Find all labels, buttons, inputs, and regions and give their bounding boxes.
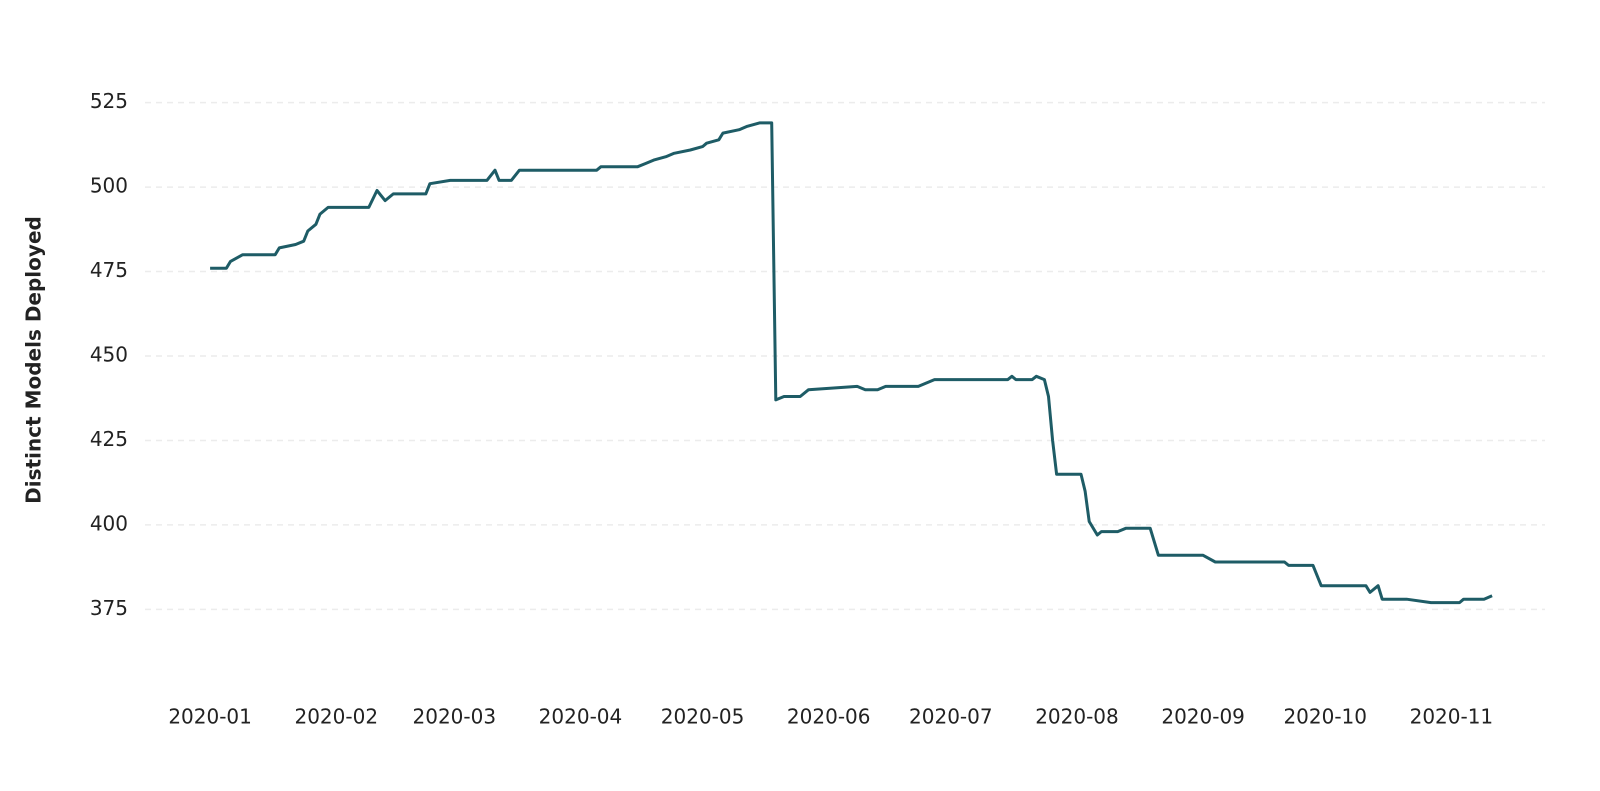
y-tick-label: 525 xyxy=(90,89,128,113)
x-tick-label: 2020-01 xyxy=(168,705,252,729)
y-tick-label: 500 xyxy=(90,174,128,198)
x-tick-label: 2020-07 xyxy=(909,705,993,729)
y-tick-label: 400 xyxy=(90,511,128,535)
y-tick-label: 450 xyxy=(90,343,128,367)
x-tick-label: 2020-05 xyxy=(661,705,745,729)
y-tick-label: 425 xyxy=(90,427,128,451)
x-tick-label: 2020-08 xyxy=(1035,705,1119,729)
x-tick-label: 2020-09 xyxy=(1161,705,1245,729)
x-tick-label: 2020-03 xyxy=(413,705,497,729)
y-tick-label: 375 xyxy=(90,596,128,620)
y-axis-label: Distinct Models Deployed xyxy=(22,216,46,504)
x-tick-label: 2020-11 xyxy=(1410,705,1494,729)
x-tick-label: 2020-06 xyxy=(787,705,871,729)
x-tick-label: 2020-02 xyxy=(294,705,378,729)
y-tick-label: 475 xyxy=(90,258,128,282)
x-tick-label: 2020-10 xyxy=(1283,705,1367,729)
x-tick-label: 2020-04 xyxy=(539,705,623,729)
data-line xyxy=(210,121,1493,605)
